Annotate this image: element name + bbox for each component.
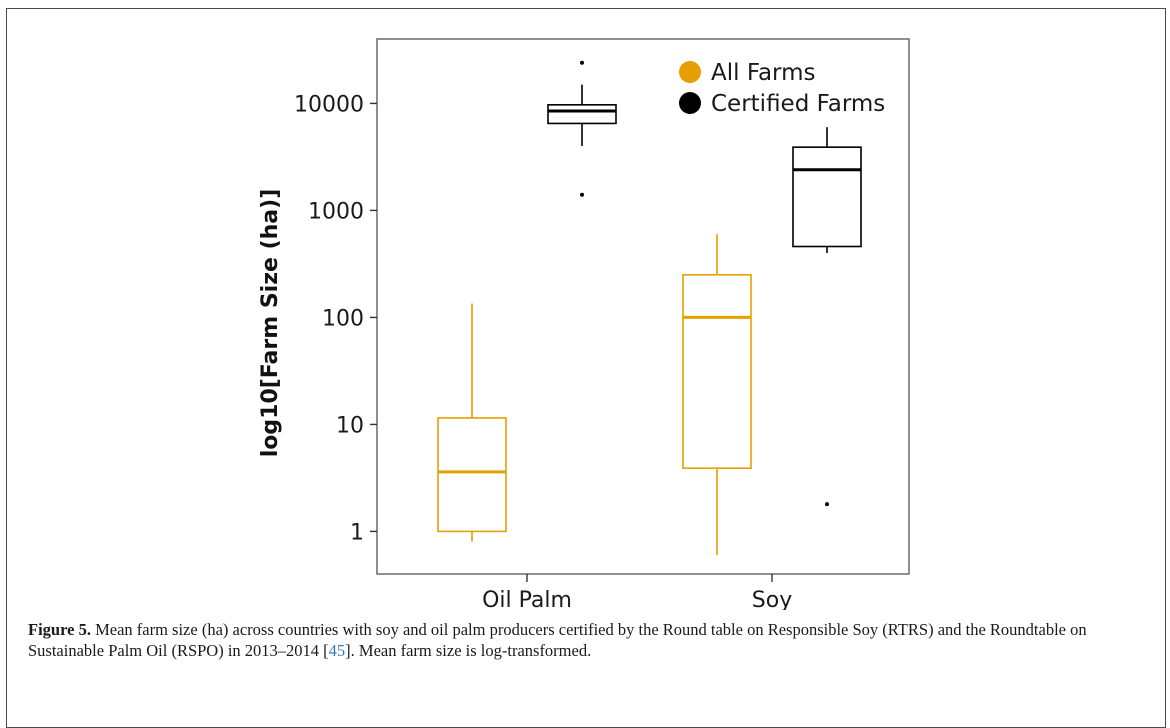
box-group — [792, 127, 862, 507]
legend-label: All Farms — [711, 60, 815, 86]
box — [682, 274, 752, 469]
figure-caption: Figure 5. Mean farm size (ha) across cou… — [28, 619, 1148, 661]
caption-label: Figure 5. — [28, 620, 91, 639]
y-axis: 1 10 100 1000 10000 — [294, 92, 377, 545]
y-axis-label: log10[Farm Size (ha)] — [258, 189, 283, 458]
y-tick-label: 10000 — [294, 92, 364, 117]
box — [437, 417, 507, 533]
boxplot-chart: 1 10 100 1000 10000 Oil Palm Soy All Farms Cer… — [258, 38, 910, 610]
plot-panel — [376, 38, 910, 575]
caption-text: Mean farm size (ha) across countries wit… — [28, 620, 1087, 660]
outlier-point — [580, 60, 584, 65]
box-layer — [437, 60, 862, 556]
box-group — [547, 60, 617, 197]
y-tick-label: 1 — [350, 520, 364, 545]
box — [792, 146, 862, 248]
caption-text-end: ]. Mean farm size is log-transformed. — [345, 641, 592, 660]
y-tick-label: 100 — [322, 306, 364, 331]
y-tick-label: 1000 — [308, 199, 364, 224]
outlier-point — [580, 192, 584, 197]
legend: All Farms Certified Farms — [679, 60, 885, 117]
x-tick-label: Soy — [752, 588, 792, 610]
y-tick-label: 10 — [336, 413, 364, 438]
legend-label: Certified Farms — [711, 91, 885, 117]
x-tick-label: Oil Palm — [482, 588, 572, 610]
outlier-point — [825, 502, 829, 507]
legend-marker — [679, 92, 701, 114]
caption-reference-link[interactable]: 45 — [328, 641, 346, 660]
box-group — [437, 303, 507, 542]
box — [547, 104, 617, 125]
legend-marker — [679, 61, 701, 83]
x-axis: Oil Palm Soy — [482, 574, 792, 610]
box-group — [682, 234, 752, 556]
